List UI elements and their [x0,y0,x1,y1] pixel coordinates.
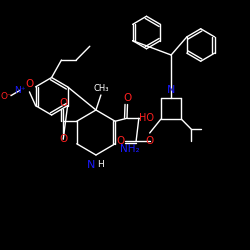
Text: N: N [167,85,175,95]
Text: O: O [123,93,132,103]
Text: O: O [59,134,67,144]
Text: HO: HO [139,113,154,123]
Text: H: H [98,160,104,169]
Text: O: O [25,80,34,90]
Text: N: N [87,160,96,170]
Text: CH₃: CH₃ [93,84,109,93]
Text: O⁻: O⁻ [1,92,12,102]
Text: NH₂: NH₂ [120,144,139,154]
Text: O: O [59,98,67,108]
Text: N⁺: N⁺ [14,86,26,94]
Text: O: O [116,136,124,146]
Text: O: O [146,136,154,146]
